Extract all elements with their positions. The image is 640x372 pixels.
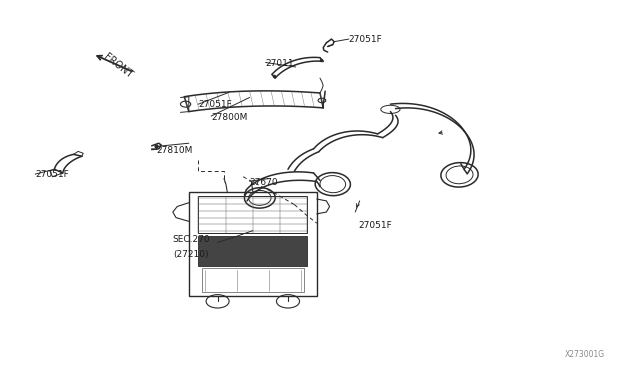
Text: 27051F: 27051F (35, 170, 69, 179)
Text: 27810M: 27810M (157, 146, 193, 155)
Bar (198, 236, 307, 266)
Text: 27670: 27670 (250, 178, 278, 187)
Text: SEC.270: SEC.270 (173, 235, 211, 244)
Text: (27210): (27210) (173, 250, 208, 259)
Bar (198, 196, 307, 232)
Text: FRONT: FRONT (102, 52, 134, 80)
Text: 27051F: 27051F (349, 35, 383, 44)
Text: X273001G: X273001G (564, 350, 605, 359)
Text: 27011: 27011 (266, 59, 294, 68)
Text: 27800M: 27800M (211, 113, 248, 122)
Bar (202, 268, 304, 292)
Text: 27051F: 27051F (358, 221, 392, 230)
Text: 27051F: 27051F (198, 100, 232, 109)
